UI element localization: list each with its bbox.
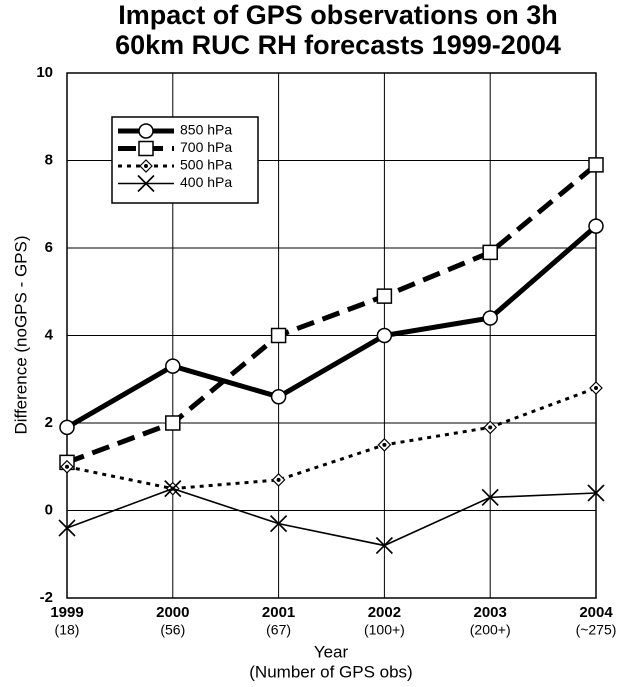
marker-dot xyxy=(488,425,493,430)
data-point xyxy=(375,536,393,555)
marker-dot xyxy=(144,164,148,168)
legend-marker xyxy=(138,123,154,139)
x-tick-label: 2000 xyxy=(156,604,189,621)
legend-marker xyxy=(139,159,153,173)
data-point xyxy=(60,459,74,474)
marker-dot xyxy=(276,477,281,482)
x-tick-label: 2002 xyxy=(368,604,401,621)
x-tick-sublabel: (56) xyxy=(160,622,185,638)
x-tick-sublabel: (67) xyxy=(266,622,291,638)
y-tick-label: 4 xyxy=(45,326,54,343)
data-point xyxy=(588,157,604,173)
chart-title: 60km RUC RH forecasts 1999-2004 xyxy=(115,30,561,60)
x-tick-label: 1999 xyxy=(50,604,83,621)
data-point xyxy=(164,480,182,498)
data-point xyxy=(270,327,287,344)
marker-dot xyxy=(594,386,598,390)
y-tick-label: 8 xyxy=(45,151,53,168)
data-point xyxy=(377,438,392,452)
x-tick-sublabel: (100+) xyxy=(364,622,405,638)
data-point xyxy=(587,484,605,502)
x-tick-sublabel: (~275) xyxy=(576,622,617,638)
x-tick-sublabel: (18) xyxy=(55,622,80,638)
data-point xyxy=(376,327,393,344)
x-tick-label: 2004 xyxy=(579,604,613,621)
data-point xyxy=(482,244,498,261)
y-tick-label: 10 xyxy=(36,64,53,81)
x-axis-label: Year xyxy=(314,642,349,661)
y-tick-label: -2 xyxy=(40,589,53,606)
y-tick-label: 2 xyxy=(45,414,53,431)
data-point xyxy=(482,310,498,326)
data-point xyxy=(271,473,286,487)
data-point xyxy=(588,218,604,234)
legend-label: 400 hPa xyxy=(180,174,232,190)
series-line xyxy=(66,487,597,547)
y-axis-label: Difference (noGPS - GPS) xyxy=(11,235,30,434)
x-tick-label: 2003 xyxy=(474,604,507,621)
x-tick-sublabel: (200+) xyxy=(470,622,511,638)
x-axis-label: (Number of GPS obs) xyxy=(249,662,412,681)
data-point xyxy=(483,420,498,435)
chart-title: Impact of GPS observations on 3h xyxy=(118,0,558,30)
y-tick-label: 6 xyxy=(45,239,53,256)
y-tick-label: 0 xyxy=(45,501,53,518)
legend-marker xyxy=(137,174,155,193)
series-line xyxy=(66,386,597,491)
legend-label: 850 hPa xyxy=(180,122,232,138)
legend-label: 500 hPa xyxy=(180,157,232,173)
data-point xyxy=(376,288,393,304)
data-point xyxy=(59,419,75,436)
data-point xyxy=(270,515,288,533)
marker-dot xyxy=(65,464,69,469)
x-tick-label: 2001 xyxy=(262,604,295,621)
data-point xyxy=(165,415,181,431)
data-point xyxy=(270,389,287,405)
marker-dot xyxy=(382,442,387,447)
series-line xyxy=(65,224,598,430)
data-point xyxy=(58,519,76,537)
legend-marker xyxy=(138,140,154,157)
data-point xyxy=(165,358,181,374)
legend-label: 700 hPa xyxy=(180,139,232,155)
series-line xyxy=(66,162,598,465)
data-point xyxy=(481,488,499,506)
data-point xyxy=(589,381,603,395)
